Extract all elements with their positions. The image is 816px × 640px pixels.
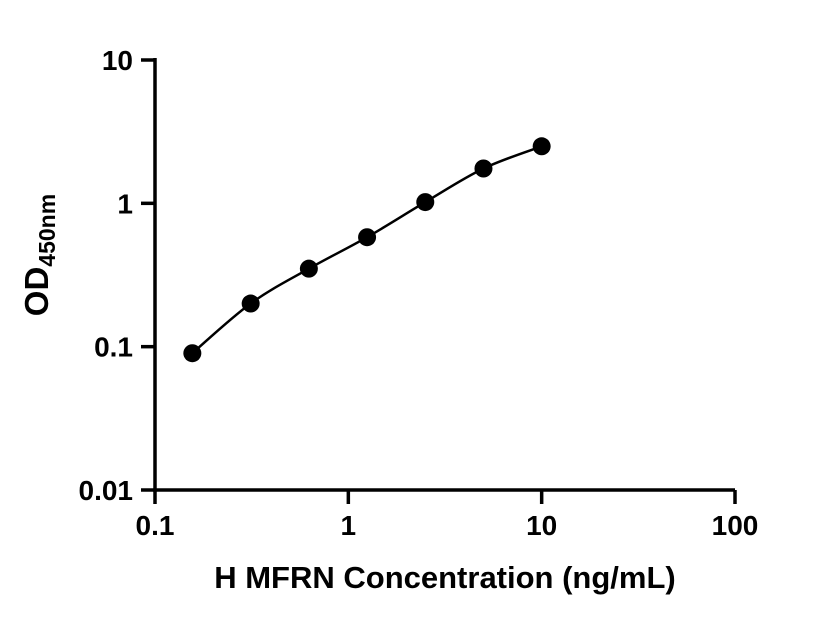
y-tick-label-1: 1 [117,188,133,219]
x-axis-title: H MFRN Concentration (ng/mL) [214,560,676,595]
y-tick-label-0.01: 0.01 [79,475,134,506]
data-point-0-6 [532,137,551,156]
data-point-0-2 [299,259,318,278]
curve-path-series-0 [191,145,543,355]
y-axis-title: OD450nm [18,194,60,316]
data-point-0-4 [416,193,435,212]
data-point-0-5 [474,159,493,178]
y-axis-title-subscript: 450nm [34,194,60,267]
data-point-0-1 [241,294,260,313]
y-axis-title-main: OD [18,267,55,317]
data-point-0-3 [358,228,377,247]
x-tick-label-0.1: 0.1 [136,510,175,541]
y-tick-label-10: 10 [102,45,133,76]
x-tick-label-100: 100 [712,510,759,541]
x-tick-label-1: 1 [341,510,357,541]
x-tick-label-10: 10 [526,510,557,541]
data-point-0-0 [183,344,202,363]
y-tick-label-0.1: 0.1 [94,332,133,363]
